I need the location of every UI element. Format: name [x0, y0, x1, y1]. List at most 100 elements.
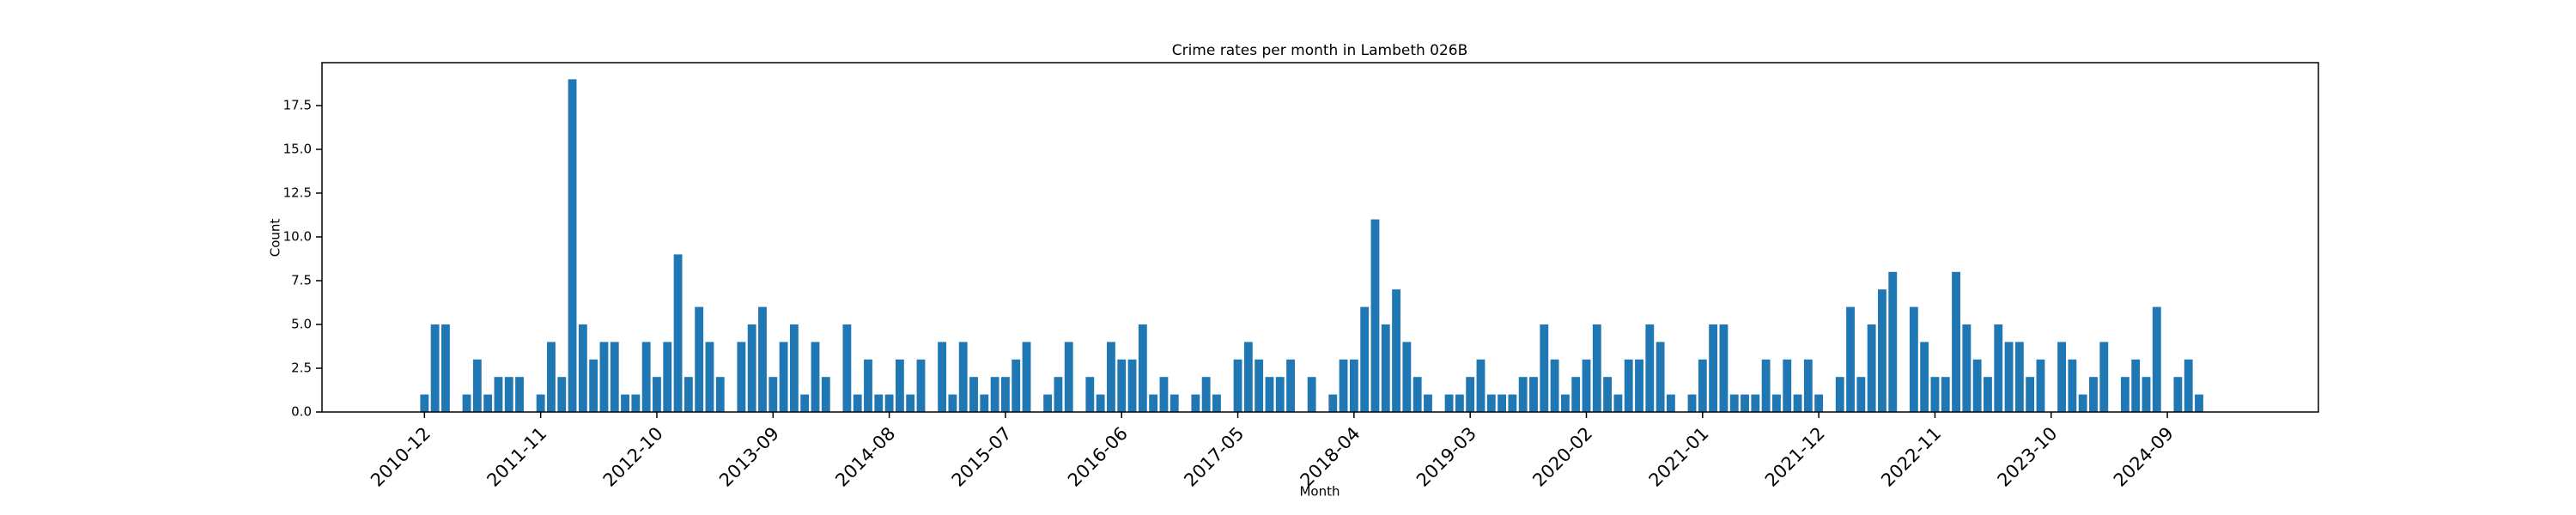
- bar: [1603, 377, 1613, 412]
- bar: [1054, 377, 1063, 412]
- bar: [430, 324, 440, 412]
- bar: [683, 377, 693, 412]
- bar: [895, 359, 904, 412]
- bar: [2068, 359, 2077, 412]
- bar: [1550, 359, 1559, 412]
- bar: [1666, 394, 1675, 412]
- bar: [916, 359, 926, 412]
- bar: [462, 394, 471, 412]
- bar: [1107, 342, 1115, 412]
- bar: [1783, 359, 1792, 412]
- x-tick-label: 2020-02: [1528, 423, 1596, 491]
- bar: [1149, 394, 1158, 412]
- bar: [2004, 342, 2014, 412]
- chart-title: Crime rates per month in Lambeth 026B: [1172, 42, 1468, 59]
- bar: [1909, 306, 1918, 412]
- bar: [472, 359, 482, 412]
- bar: [1466, 377, 1475, 412]
- bar: [1518, 377, 1528, 412]
- bar: [1878, 289, 1886, 412]
- bar: [1571, 377, 1581, 412]
- bar: [1117, 359, 1127, 412]
- bar: [420, 394, 429, 412]
- bar: [1635, 359, 1643, 412]
- bar: [1360, 306, 1370, 412]
- bar: [1529, 377, 1538, 412]
- bar: [1624, 359, 1633, 412]
- bar: [547, 342, 556, 412]
- bar: [1486, 394, 1496, 412]
- bar: [2014, 342, 2024, 412]
- bar: [1698, 359, 1707, 412]
- bar: [1243, 342, 1253, 412]
- bar: [1972, 359, 1982, 412]
- bar: [737, 342, 746, 412]
- y-tick-label: 7.5: [291, 272, 312, 288]
- bar: [1138, 324, 1147, 412]
- bar: [2195, 394, 2203, 412]
- bar: [769, 377, 778, 412]
- bar: [483, 394, 493, 412]
- bar: [958, 342, 968, 412]
- bar: [1856, 377, 1866, 412]
- bar: [758, 306, 767, 412]
- bar: [1741, 394, 1749, 412]
- bar: [1127, 359, 1137, 412]
- bar: [1613, 394, 1623, 412]
- bar: [1381, 324, 1390, 412]
- bar: [853, 394, 862, 412]
- bar: [1096, 394, 1105, 412]
- bar: [1540, 324, 1549, 412]
- bar: [1455, 394, 1464, 412]
- bar: [610, 342, 619, 412]
- bar: [1043, 394, 1053, 412]
- bar: [1022, 342, 1031, 412]
- x-tick-label: 2024-09: [2110, 423, 2178, 491]
- x-tick-label: 2016-06: [1064, 423, 1132, 491]
- bar: [864, 359, 872, 412]
- x-tick-label: 2012-10: [599, 423, 667, 491]
- bar: [1402, 342, 1412, 412]
- bar: [1941, 377, 1950, 412]
- bar: [1392, 289, 1400, 412]
- bar: [938, 342, 947, 412]
- y-tick-label: 5.0: [291, 316, 312, 331]
- bar: [2142, 377, 2151, 412]
- x-axis-label: Month: [1299, 484, 1340, 500]
- bar: [1349, 359, 1358, 412]
- bar: [874, 394, 884, 412]
- bar: [1012, 359, 1021, 412]
- bar: [641, 342, 651, 412]
- bar: [695, 306, 704, 412]
- bar: [1984, 377, 1992, 412]
- x-tick-label: 2011-11: [483, 423, 550, 491]
- x-tick-label: 2010-12: [367, 423, 434, 491]
- bar: [1286, 359, 1295, 412]
- bar: [1962, 324, 1971, 412]
- bar: [1265, 377, 1274, 412]
- bar: [1719, 324, 1728, 412]
- bar: [1498, 394, 1507, 412]
- bar: [2131, 359, 2141, 412]
- bar: [2036, 359, 2045, 412]
- bar: [1582, 359, 1591, 412]
- bar: [1751, 394, 1760, 412]
- bar: [1888, 271, 1898, 412]
- y-tick-label: 12.5: [283, 185, 312, 200]
- bar: [1835, 377, 1844, 412]
- bar: [747, 324, 756, 412]
- x-tick-label: 2023-10: [1994, 423, 2062, 491]
- bar: [2099, 342, 2109, 412]
- bar: [789, 324, 799, 412]
- bar: [1814, 394, 1824, 412]
- bar: [800, 394, 810, 412]
- bar: [980, 394, 989, 412]
- bar: [1212, 394, 1221, 412]
- y-tick-label: 17.5: [283, 97, 312, 112]
- axes-frame: [321, 62, 2319, 413]
- bar: [631, 394, 641, 412]
- x-tick-label: 2022-11: [1877, 423, 1945, 491]
- bar: [1255, 359, 1264, 412]
- bar: [969, 377, 978, 412]
